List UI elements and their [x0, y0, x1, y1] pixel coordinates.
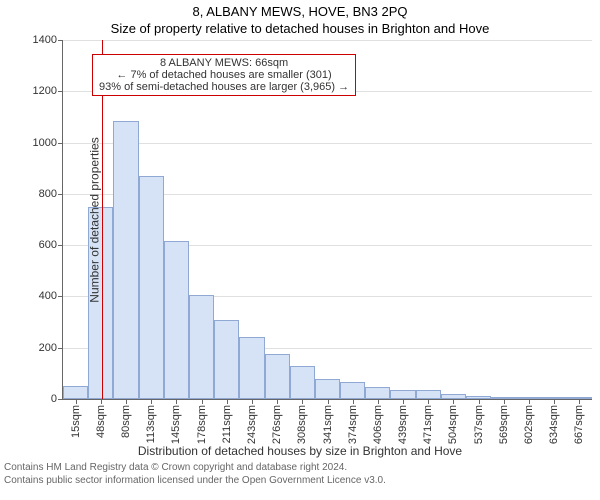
- x-tick-mark: [202, 399, 203, 404]
- x-tick-mark: [378, 399, 379, 404]
- x-tick-label: 602sqm: [523, 405, 535, 444]
- x-tick-mark: [428, 399, 429, 404]
- bar: [340, 382, 365, 399]
- x-tick-mark: [101, 399, 102, 404]
- x-tick-mark: [479, 399, 480, 404]
- x-tick-mark: [579, 399, 580, 404]
- footer-line-1: Contains HM Land Registry data © Crown c…: [4, 462, 600, 475]
- x-tick-label: 276sqm: [271, 405, 283, 444]
- x-tick-label: 48sqm: [95, 405, 107, 438]
- x-tick-mark: [277, 399, 278, 404]
- x-tick-mark: [76, 399, 77, 404]
- bar: [63, 386, 88, 399]
- x-tick-mark: [227, 399, 228, 404]
- footer: Contains HM Land Registry data © Crown c…: [0, 462, 600, 487]
- grid-line: [63, 40, 592, 41]
- x-tick-mark: [353, 399, 354, 404]
- x-tick-label: 145sqm: [170, 405, 182, 444]
- bar: [214, 320, 239, 399]
- x-tick-label: 374sqm: [347, 405, 359, 444]
- x-tick-label: 211sqm: [221, 405, 233, 443]
- bar: [265, 354, 290, 399]
- bar: [164, 241, 189, 399]
- bar: [315, 379, 340, 400]
- footer-line-2: Contains public sector information licen…: [4, 475, 600, 488]
- bar: [365, 387, 390, 399]
- y-tick-label: 800: [39, 188, 63, 200]
- x-tick-label: 439sqm: [397, 405, 409, 444]
- y-tick-label: 600: [39, 239, 63, 251]
- x-tick-label: 80sqm: [120, 405, 132, 438]
- x-tick-mark: [403, 399, 404, 404]
- x-tick-mark: [554, 399, 555, 404]
- x-tick-label: 406sqm: [372, 405, 384, 444]
- x-tick-mark: [302, 399, 303, 404]
- x-tick-label: 243sqm: [246, 405, 258, 444]
- bar: [290, 366, 315, 399]
- y-tick-label: 400: [39, 290, 63, 302]
- y-tick-label: 200: [39, 342, 63, 354]
- histogram-chart: 020040060080010001200140015sqm48sqm80sqm…: [62, 40, 592, 400]
- x-tick-label: 471sqm: [422, 405, 434, 444]
- x-tick-label: 634sqm: [548, 405, 560, 444]
- page-title-1: 8, ALBANY MEWS, HOVE, BN3 2PQ: [0, 4, 600, 19]
- x-tick-label: 667sqm: [573, 405, 585, 444]
- x-tick-mark: [529, 399, 530, 404]
- x-tick-mark: [504, 399, 505, 404]
- x-tick-mark: [126, 399, 127, 404]
- bar: [390, 390, 415, 399]
- x-tick-label: 15sqm: [70, 405, 82, 438]
- bar: [113, 121, 138, 399]
- page-title-2: Size of property relative to detached ho…: [0, 21, 600, 36]
- annotation-line-3: 93% of semi-detached houses are larger (…: [99, 81, 349, 93]
- annotation-line-2: ← 7% of detached houses are smaller (301…: [99, 69, 349, 81]
- x-tick-label: 178sqm: [196, 405, 208, 444]
- bar: [139, 176, 164, 399]
- y-tick-label: 0: [51, 393, 63, 405]
- y-tick-label: 1400: [33, 34, 63, 46]
- x-tick-mark: [151, 399, 152, 404]
- annotation-line-1: 8 ALBANY MEWS: 66sqm: [99, 57, 349, 69]
- x-tick-label: 504sqm: [447, 405, 459, 444]
- y-tick-label: 1200: [33, 85, 63, 97]
- x-axis-title: Distribution of detached houses by size …: [0, 444, 600, 458]
- bar: [189, 295, 214, 399]
- x-tick-mark: [252, 399, 253, 404]
- x-tick-mark: [453, 399, 454, 404]
- grid-line: [63, 143, 592, 144]
- x-tick-label: 537sqm: [473, 405, 485, 444]
- x-tick-label: 308sqm: [296, 405, 308, 444]
- x-tick-label: 569sqm: [498, 405, 510, 444]
- x-tick-mark: [176, 399, 177, 404]
- x-tick-label: 113sqm: [145, 405, 157, 443]
- x-tick-label: 341sqm: [322, 405, 334, 444]
- x-tick-mark: [328, 399, 329, 404]
- annotation-box: 8 ALBANY MEWS: 66sqm ← 7% of detached ho…: [92, 54, 356, 96]
- y-tick-label: 1000: [33, 137, 63, 149]
- bar: [416, 390, 441, 399]
- bar: [239, 337, 264, 399]
- y-axis-title: Number of detached properties: [88, 137, 102, 302]
